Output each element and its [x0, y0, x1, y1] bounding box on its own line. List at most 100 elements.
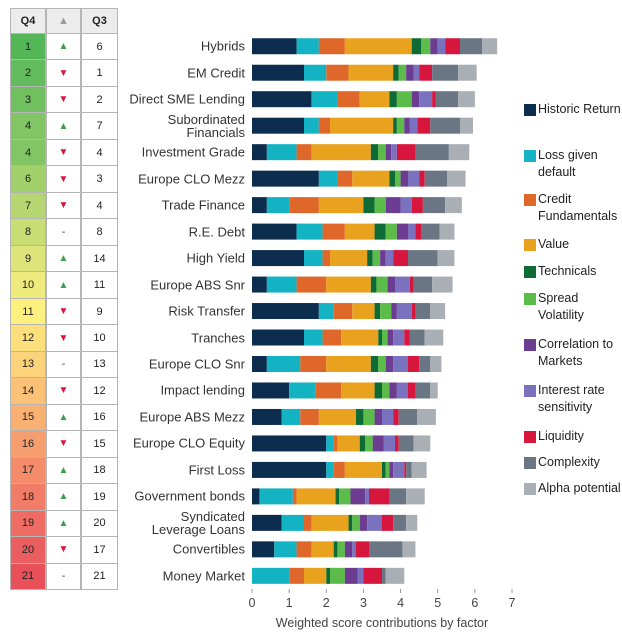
table-cell: - — [46, 218, 81, 246]
bar-segment — [385, 197, 401, 214]
category-label: Trade Finance — [161, 197, 245, 213]
bar-segment — [430, 356, 442, 372]
bar-segment — [432, 64, 459, 81]
bar-segment — [458, 64, 477, 81]
table-cell: 12 — [81, 377, 118, 405]
bar-segment — [406, 64, 414, 81]
legend-swatch — [524, 150, 536, 162]
bar-segment — [413, 435, 431, 452]
bar-segment — [398, 408, 418, 425]
table-cell: ▼ — [46, 138, 81, 167]
bar-segment — [408, 356, 420, 372]
table-cell: 21 — [10, 562, 46, 591]
bar-segment — [400, 170, 408, 187]
bar-segment — [415, 382, 431, 399]
bar-segment — [252, 64, 304, 81]
bar-segment — [296, 276, 327, 293]
bar-segment — [415, 223, 421, 240]
x-axis-title: Weighted score contributions by factor — [276, 616, 488, 630]
bar-segment — [252, 38, 297, 55]
bar-segment — [380, 303, 392, 320]
table-cell: ▼ — [46, 536, 81, 564]
bar-segment — [419, 170, 425, 187]
bar-segment — [296, 541, 312, 558]
bar-segment — [326, 64, 349, 81]
bar-segment — [322, 223, 345, 240]
bar-segment — [318, 170, 338, 187]
bar-segment — [330, 567, 345, 584]
bar-segment — [409, 329, 425, 346]
bar-segment — [344, 38, 412, 55]
category-label: Investment Grade — [141, 144, 245, 160]
table-cell: ▼ — [46, 324, 81, 352]
table-cell: ▼ — [46, 165, 81, 193]
bar-segment — [252, 488, 260, 505]
bar-segment — [333, 541, 338, 558]
bar-segment — [395, 276, 410, 293]
x-tick-label: 7 — [509, 596, 516, 610]
bar-segment — [385, 356, 394, 372]
legend-label: Correlation to Markets — [538, 337, 614, 368]
table-cell: ▼ — [46, 377, 81, 405]
bar-segment — [398, 64, 407, 81]
table-cell: ▲ — [46, 403, 81, 432]
bar-segment — [252, 567, 290, 584]
table-cell: 9 — [81, 297, 118, 326]
bar-segment — [385, 461, 390, 478]
legend-swatch — [524, 483, 536, 495]
bar-segment — [344, 567, 358, 584]
table-cell: 6 — [10, 165, 46, 193]
bar-segment — [409, 117, 418, 134]
category-label: Syndicated Leverage Loans — [151, 508, 245, 537]
category-label: EM Credit — [187, 65, 245, 81]
table-cell: ▼ — [46, 191, 81, 220]
bar-segment — [369, 541, 403, 558]
bar-segment — [252, 170, 319, 187]
category-label: Convertibles — [172, 541, 245, 557]
bar-segment — [430, 303, 446, 320]
bar-segment — [296, 488, 336, 505]
table-cell: 1 — [81, 59, 118, 87]
bar-segment — [322, 329, 342, 346]
bar-segment — [391, 303, 397, 320]
bar-segment — [252, 435, 327, 452]
x-tick-label: 4 — [397, 596, 404, 610]
bar-segment — [460, 38, 483, 55]
bar-segment — [406, 514, 418, 531]
bar-segment — [404, 461, 407, 478]
category-label: R.E. Debt — [188, 224, 245, 240]
bar-segment — [252, 329, 304, 346]
bar-segment — [318, 408, 356, 425]
bar-segment — [318, 38, 345, 55]
bar-segment — [252, 197, 267, 214]
bar-segment — [296, 144, 312, 161]
bar-segment — [318, 197, 364, 214]
table-cell: 11 — [10, 297, 46, 326]
bar-segment — [333, 303, 353, 320]
bar-segment — [387, 276, 395, 293]
bar-segment — [437, 250, 455, 267]
bar-segment — [395, 170, 401, 187]
category-label: Tranches — [191, 330, 245, 346]
bar-segment — [424, 170, 447, 187]
table-header-cell: Q3 — [81, 8, 118, 34]
bar-segment — [369, 488, 390, 505]
table-cell: 15 — [10, 403, 46, 432]
category-label: Hybrids — [200, 38, 245, 54]
table-cell: 19 — [10, 509, 46, 538]
bar-segment — [330, 250, 368, 267]
table-cell: 19 — [81, 483, 118, 511]
table-cell: - — [46, 562, 81, 591]
bar-segment — [352, 303, 375, 320]
x-tick-label: 5 — [434, 596, 441, 610]
bar-segment — [252, 91, 312, 108]
category-label: High Yield — [186, 250, 245, 266]
bar-segment — [326, 356, 371, 372]
bar-segment — [252, 250, 304, 267]
legend-swatch — [524, 194, 536, 206]
bar-segment — [367, 250, 373, 267]
x-tick-label: 3 — [360, 596, 367, 610]
table-cell: 18 — [10, 483, 46, 511]
bar-segment — [382, 514, 394, 531]
bar-segment — [393, 64, 399, 81]
